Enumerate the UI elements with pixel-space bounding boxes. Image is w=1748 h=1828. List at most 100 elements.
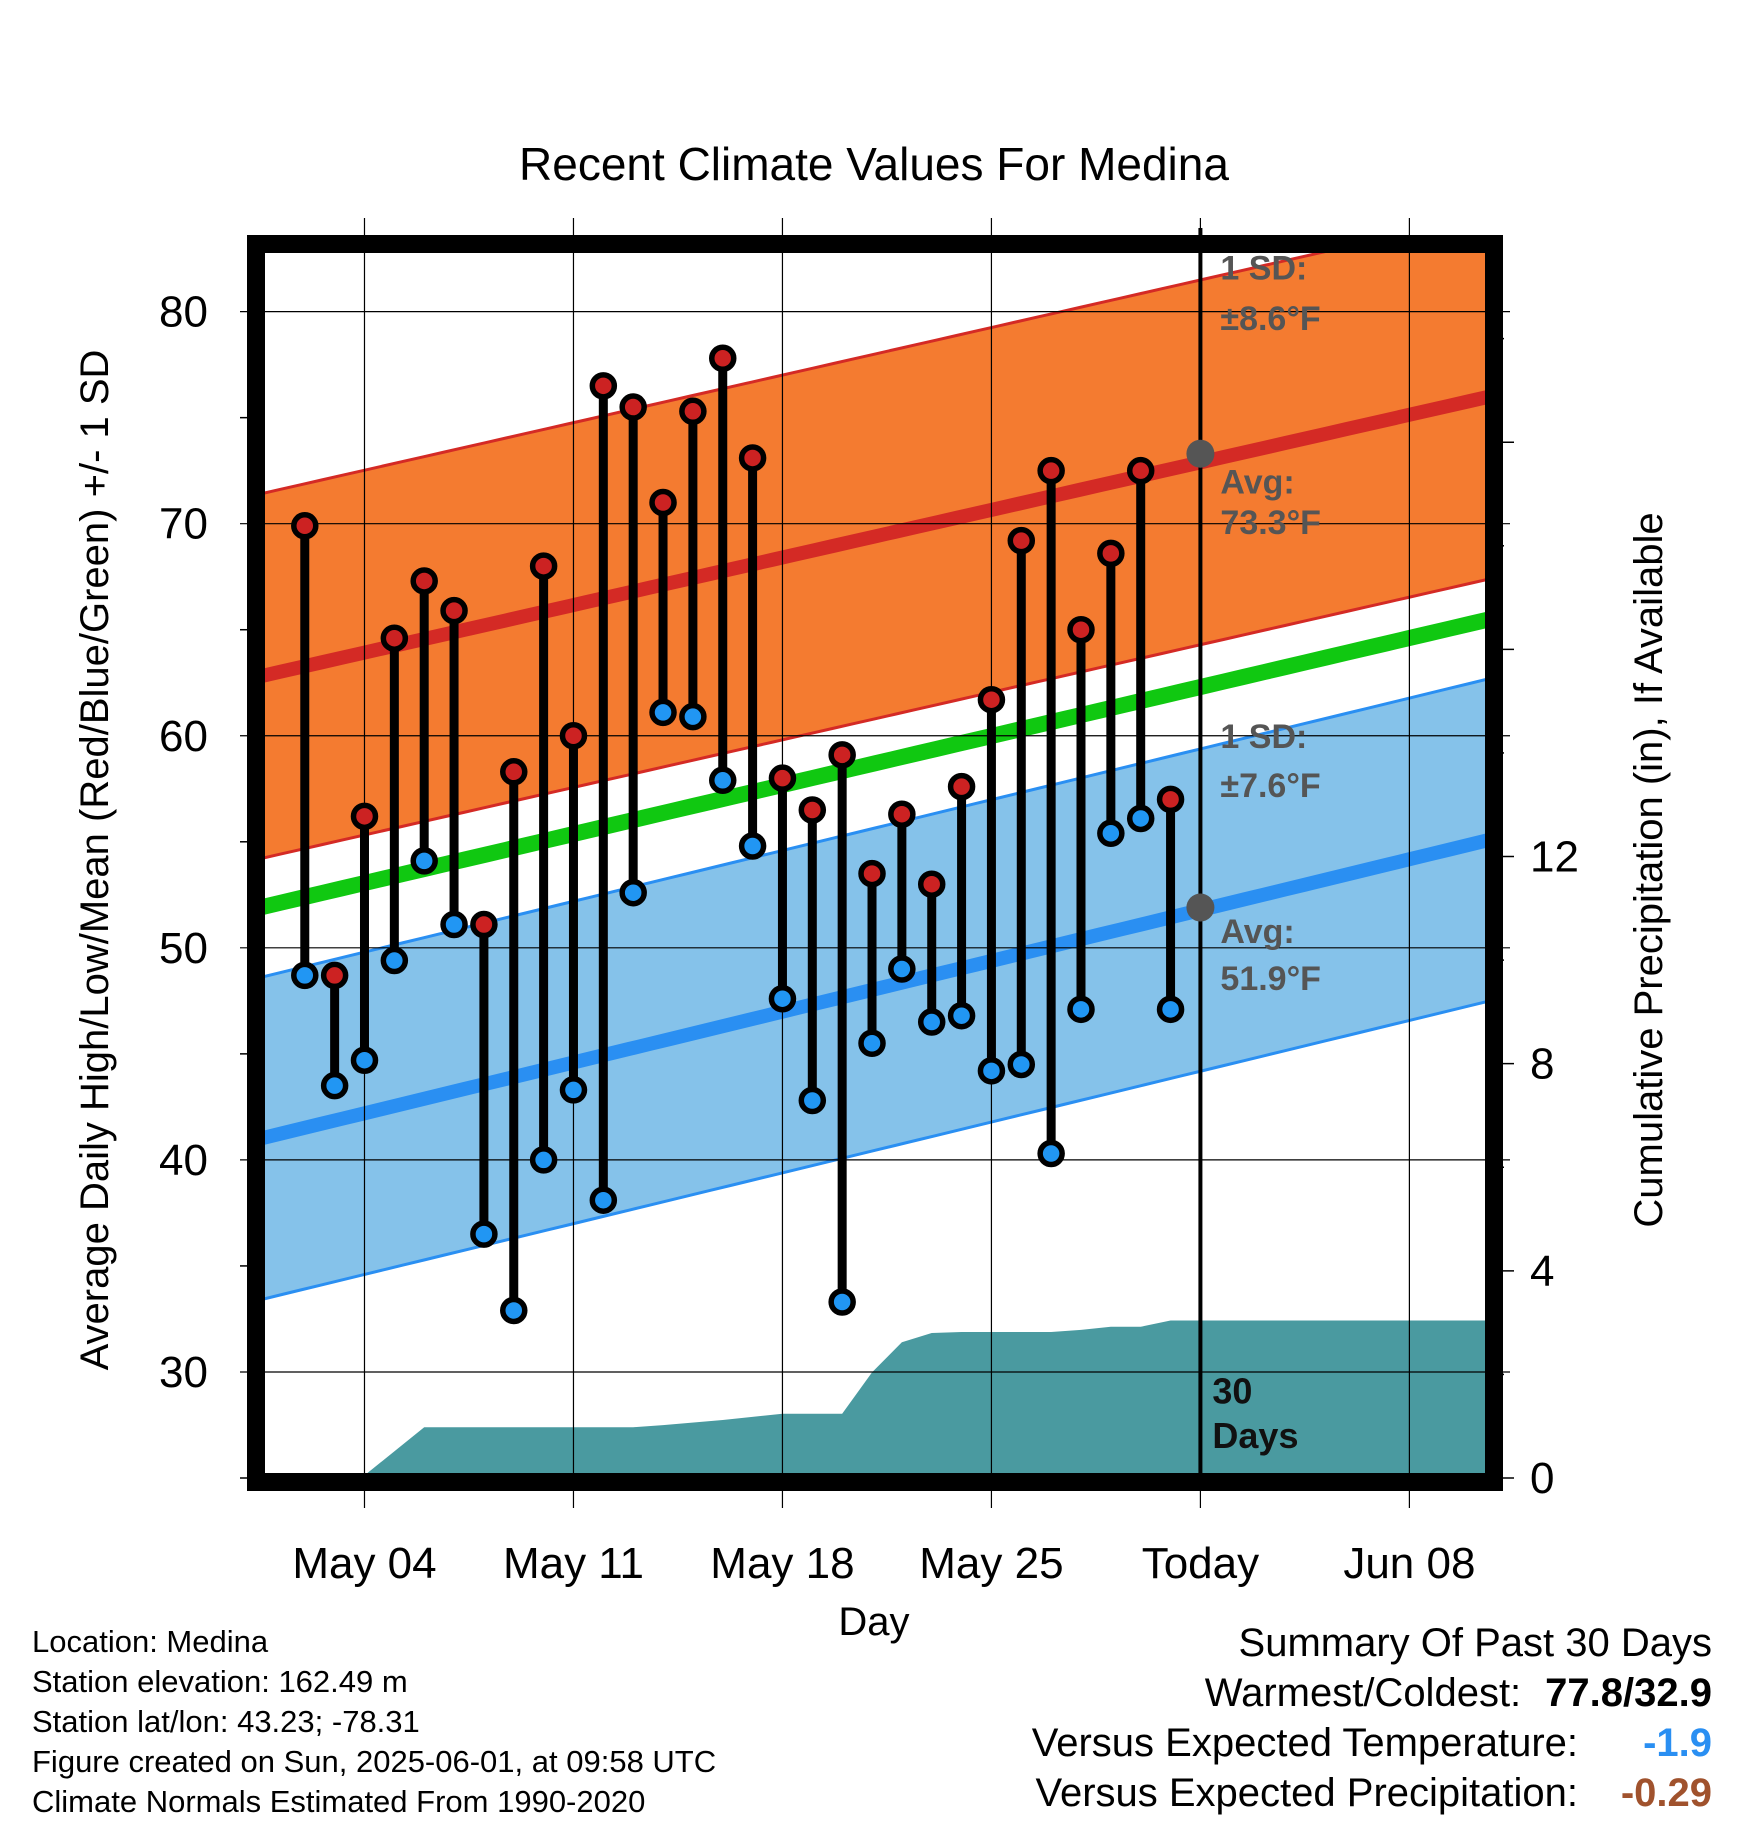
- daily-high-point: [947, 772, 976, 801]
- warm-cold-row: Warmest/Coldest: 77.8/32.9: [1032, 1668, 1712, 1718]
- temp-value: -1.9: [1643, 1721, 1712, 1765]
- daily-low-point: [858, 1029, 886, 1058]
- daily-low-point: [1126, 804, 1155, 833]
- daily-low-point: [1037, 1139, 1065, 1168]
- temp-row: Versus Expected Temperature: -1.9: [1032, 1718, 1712, 1768]
- daily-low-point: [738, 832, 767, 860]
- y-tick-label: 60: [159, 712, 208, 761]
- temp-label: Versus Expected Temperature:: [1031, 1721, 1578, 1765]
- daily-low-point: [768, 984, 797, 1013]
- low-lower-sd-line: [260, 999, 1490, 1302]
- y-tick-label: 30: [159, 1348, 208, 1397]
- low-sd-label: 1 SD:: [1220, 718, 1307, 756]
- daily-high-point: [1067, 615, 1095, 644]
- mean-avg-line: [260, 611, 1490, 916]
- low-sd-value: ±7.6°F: [1220, 767, 1320, 805]
- x-tick-label: May 18: [710, 1539, 854, 1588]
- location-text: Location: Medina: [32, 1624, 269, 1659]
- daily-low-point: [917, 1008, 946, 1036]
- daily-high-point: [410, 567, 438, 595]
- x-tick-label: Today: [1142, 1539, 1259, 1588]
- daily-high-point: [888, 800, 916, 828]
- daily-low-point: [589, 1186, 618, 1214]
- daily-low-point: [529, 1146, 558, 1174]
- daily-low-point: [619, 878, 647, 907]
- low-avg-value: 51.9°F: [1220, 960, 1321, 998]
- daily-low-point: [1067, 995, 1095, 1024]
- x-tick-label: May 25: [919, 1539, 1063, 1588]
- daily-high-point: [1007, 526, 1036, 555]
- daily-low-point: [470, 1220, 498, 1248]
- summary-panel: Summary Of Past 30 Days Warmest/Coldest:…: [1032, 1618, 1712, 1818]
- daily-high-point: [500, 758, 528, 786]
- daily-low-point: [1007, 1050, 1036, 1079]
- created-text: Figure created on Sun, 2025-06-01, at 09…: [32, 1744, 717, 1779]
- station-info: Location: Medina Station elevation: 162.…: [32, 1622, 716, 1822]
- daily-high-point: [708, 344, 737, 373]
- daily-low-point: [708, 766, 737, 795]
- precip-label: Versus Expected Precipitation:: [1035, 1771, 1578, 1815]
- daily-high-point: [828, 741, 856, 769]
- y2-tick-label: 4: [1530, 1247, 1554, 1296]
- normals-text: Climate Normals Estimated From 1990-2020: [32, 1784, 646, 1819]
- daily-low-point: [977, 1057, 1006, 1085]
- daily-low-point: [320, 1071, 349, 1100]
- daily-high-point: [529, 552, 558, 580]
- days-number-label: 30: [1212, 1370, 1252, 1411]
- y-tick-label: 70: [159, 500, 208, 549]
- daily-low-point: [1097, 819, 1125, 848]
- plot-frame: [247, 235, 1503, 1491]
- high-avg-label: Avg:: [1220, 464, 1294, 502]
- high-upper-sd-line: [260, 248, 1348, 496]
- x-tick-label: May 04: [292, 1539, 436, 1588]
- daily-high-point: [1156, 785, 1185, 814]
- today-high-avg-marker: [1186, 439, 1215, 468]
- y-axis-label: Average Daily High/Low/Mean (Red/Blue/Gr…: [73, 350, 117, 1371]
- daily-high-point: [619, 393, 647, 421]
- daily-high-point: [1126, 456, 1155, 485]
- low-avg-label: Avg:: [1220, 913, 1294, 951]
- y-tick-label: 40: [159, 1136, 208, 1185]
- daily-high-point: [738, 444, 767, 472]
- daily-low-point: [410, 847, 438, 875]
- elevation-text: Station elevation: 162.49 m: [32, 1664, 408, 1699]
- days-word-label: Days: [1212, 1415, 1298, 1456]
- daily-low-point: [828, 1288, 856, 1316]
- daily-high-point: [679, 397, 707, 426]
- y2-tick-label: 8: [1530, 1040, 1554, 1089]
- daily-low-point: [1156, 995, 1185, 1024]
- daily-high-point: [649, 488, 677, 517]
- precip-row: Versus Expected Precipitation: -0.29: [1032, 1768, 1712, 1818]
- daily-high-point: [291, 512, 319, 540]
- daily-low-point: [798, 1086, 827, 1115]
- daily-high-point: [589, 372, 618, 400]
- daily-low-point: [649, 698, 677, 727]
- daily-low-point: [888, 955, 916, 983]
- daily-low-point: [947, 1001, 976, 1030]
- precip-area: [260, 1320, 1490, 1478]
- precip-value: -0.29: [1620, 1771, 1712, 1815]
- daily-high-point: [768, 764, 797, 792]
- daily-high-point: [1037, 456, 1065, 485]
- high-lower-sd-line: [260, 577, 1490, 861]
- y2-axis-label: Cumulative Precipitation (in), If Availa…: [1627, 512, 1671, 1227]
- daily-high-point: [917, 870, 946, 898]
- daily-high-point: [559, 722, 588, 750]
- daily-high-point: [440, 596, 468, 625]
- summary-title: Summary Of Past 30 Days: [1238, 1621, 1712, 1665]
- x-tick-label: May 11: [503, 1539, 644, 1588]
- high-avg-value: 73.3°F: [1220, 504, 1321, 542]
- daily-low-point: [380, 946, 409, 975]
- high-sd-label: 1 SD:: [1220, 249, 1307, 287]
- daily-high-point: [977, 685, 1006, 714]
- daily-high-point: [350, 802, 379, 831]
- daily-low-point: [500, 1296, 528, 1325]
- y2-tick-label: 12: [1530, 833, 1579, 882]
- latlon-text: Station lat/lon: 43.23; -78.31: [32, 1704, 420, 1739]
- daily-low-point: [440, 910, 468, 939]
- daily-high-point: [470, 910, 498, 939]
- daily-low-point: [291, 961, 319, 990]
- warm-cold-value: 77.8/32.9: [1545, 1671, 1712, 1715]
- chart-title: Recent Climate Values For Medina: [519, 138, 1229, 190]
- daily-high-point: [1097, 539, 1125, 568]
